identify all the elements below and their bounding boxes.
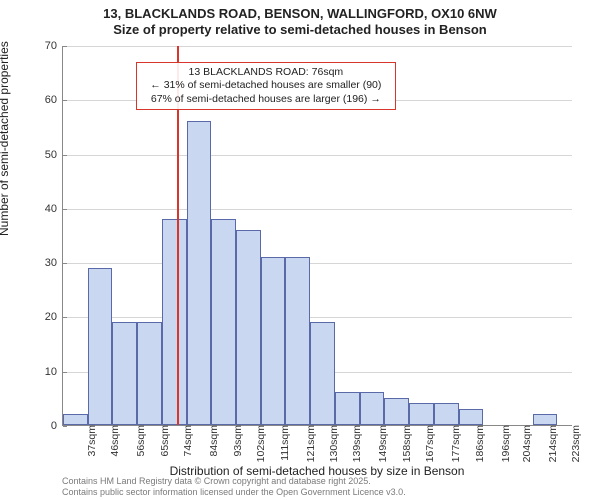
x-tick-label: 111sqm: [275, 425, 291, 461]
grid-line: [63, 209, 572, 210]
y-axis-label: Number of semi-detached properties: [0, 41, 11, 236]
y-tick-label: 60: [45, 94, 63, 106]
x-tick-label: 158sqm: [397, 425, 413, 462]
histogram-bar: [261, 257, 286, 425]
x-tick-label: 37sqm: [82, 425, 98, 457]
histogram-bar: [187, 121, 212, 425]
histogram-bar: [285, 257, 310, 425]
x-tick-label: 223sqm: [566, 425, 582, 462]
x-tick-label: 196sqm: [496, 425, 512, 462]
callout-line-1: 13 BLACKLANDS ROAD: 76sqm: [143, 66, 389, 79]
attribution-text: Contains HM Land Registry data © Crown c…: [62, 476, 406, 498]
histogram-bar: [384, 398, 409, 425]
histogram-bar: [335, 392, 360, 425]
histogram-bar: [434, 403, 459, 425]
x-tick-label: 93sqm: [228, 425, 244, 457]
histogram-bar: [162, 219, 187, 425]
grid-line: [63, 317, 572, 318]
plot-canvas: 01020304050607037sqm46sqm56sqm65sqm74sqm…: [62, 46, 572, 426]
chart-container: 13, BLACKLANDS ROAD, BENSON, WALLINGFORD…: [0, 0, 600, 500]
y-tick-label: 70: [45, 40, 63, 52]
x-tick-label: 74sqm: [178, 425, 194, 457]
x-tick-label: 121sqm: [301, 425, 317, 462]
x-tick-label: 130sqm: [324, 425, 340, 462]
x-tick-label: 102sqm: [251, 425, 267, 462]
histogram-bar: [211, 219, 236, 425]
x-tick-label: 204sqm: [517, 425, 533, 462]
chart-title: 13, BLACKLANDS ROAD, BENSON, WALLINGFORD…: [0, 0, 600, 39]
y-tick-label: 10: [45, 366, 63, 378]
y-tick-label: 30: [45, 257, 63, 269]
x-tick-label: 56sqm: [131, 425, 147, 457]
y-tick-label: 20: [45, 311, 63, 323]
x-tick-label: 186sqm: [470, 425, 486, 462]
histogram-bar: [533, 414, 558, 425]
histogram-bar: [112, 322, 137, 425]
histogram-bar: [88, 268, 113, 425]
histogram-bar: [310, 322, 335, 425]
y-tick-label: 40: [45, 203, 63, 215]
x-tick-label: 214sqm: [543, 425, 559, 462]
histogram-bar: [236, 230, 261, 425]
x-tick-label: 46sqm: [105, 425, 121, 457]
callout-line-3: 67% of semi-detached houses are larger (…: [143, 93, 389, 106]
title-line-1: 13, BLACKLANDS ROAD, BENSON, WALLINGFORD…: [103, 6, 497, 21]
histogram-bar: [409, 403, 434, 425]
histogram-bar: [63, 414, 88, 425]
x-tick-label: 65sqm: [155, 425, 171, 457]
plot-area: 01020304050607037sqm46sqm56sqm65sqm74sqm…: [62, 46, 572, 426]
y-tick-label: 0: [51, 420, 63, 432]
attribution-line-2: Contains public sector information licen…: [62, 487, 406, 497]
x-tick-label: 177sqm: [446, 425, 462, 462]
x-tick-label: 167sqm: [420, 425, 436, 462]
x-tick-label: 139sqm: [347, 425, 363, 462]
callout-line-2: ← 31% of semi-detached houses are smalle…: [143, 79, 389, 92]
x-tick-label: 84sqm: [204, 425, 220, 457]
histogram-bar: [137, 322, 162, 425]
property-callout: 13 BLACKLANDS ROAD: 76sqm← 31% of semi-d…: [136, 62, 396, 109]
y-tick-label: 50: [45, 149, 63, 161]
grid-line: [63, 155, 572, 156]
histogram-bar: [360, 392, 385, 425]
attribution-line-1: Contains HM Land Registry data © Crown c…: [62, 476, 371, 486]
title-line-2: Size of property relative to semi-detach…: [113, 22, 486, 37]
grid-line: [63, 263, 572, 264]
histogram-bar: [459, 409, 484, 425]
grid-line: [63, 46, 572, 47]
x-tick-label: 149sqm: [373, 425, 389, 462]
